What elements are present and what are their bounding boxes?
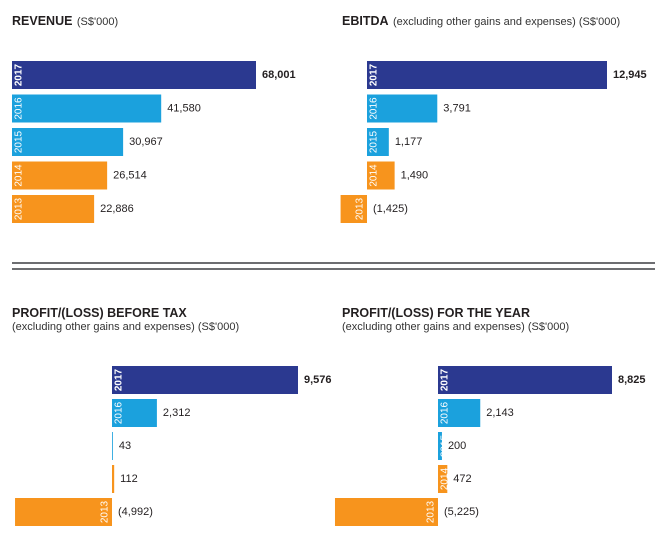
year-label: 2014 <box>14 164 25 187</box>
year-label: 2016 <box>114 401 125 424</box>
value-label: 200 <box>448 440 466 452</box>
year-label: 2015 <box>114 434 125 457</box>
bar-2015 <box>12 128 124 156</box>
value-label: 8,825 <box>618 374 646 386</box>
bar-2017 <box>367 61 607 89</box>
year-label: 2015 <box>440 434 451 457</box>
ebitda-plot: 2017 12,945 2016 3,791 2015 1,177 2014 1,490 201… <box>340 61 647 223</box>
revenue-plot: 2017 68,001 2016 41,580 2015 30,967 2014 26,514… <box>12 61 296 223</box>
bar-2013 <box>15 498 112 526</box>
section-divider <box>12 262 655 264</box>
ebitda-chart: EBITDA (excluding other gains and expens… <box>340 8 670 228</box>
bar-2014 <box>438 465 448 493</box>
value-label: 9,576 <box>304 374 332 386</box>
year-label: 2013 <box>426 500 437 523</box>
value-label: 68,001 <box>262 69 296 81</box>
chart-title: EBITDA (excluding other gains and expens… <box>342 14 621 28</box>
value-label: 22,886 <box>100 203 134 215</box>
bar-2014 <box>367 161 395 190</box>
year-label: 2014 <box>440 467 451 490</box>
year-label: 2013 <box>14 197 25 220</box>
value-label: 26,514 <box>113 170 147 182</box>
section-divider <box>12 268 655 270</box>
profit-before-tax-chart: PROFIT/(LOSS) BEFORE TAX (excluding othe… <box>12 302 347 542</box>
bar-2015 <box>367 128 389 156</box>
bar-2014 <box>12 161 108 190</box>
chart-subtitle: (excluding other gains and expenses) (S$… <box>12 321 240 333</box>
year-label: 2017 <box>114 368 125 391</box>
value-label: 1,490 <box>401 170 429 182</box>
value-label: 1,177 <box>395 136 423 148</box>
year-label: 2017 <box>440 368 451 391</box>
year-label: 2014 <box>114 467 125 490</box>
year-label: 2017 <box>14 63 25 86</box>
value-label: (1,425) <box>373 203 408 215</box>
value-label: 472 <box>453 473 471 485</box>
year-label: 2017 <box>369 63 380 86</box>
bar-2013 <box>334 498 438 526</box>
value-label: 43 <box>119 440 131 452</box>
chart-subtitle: (excluding other gains and expenses) (S$… <box>342 321 570 333</box>
revenue-chart: REVENUE (S$'000) 2017 68,001 2016 41,580 201… <box>12 8 347 228</box>
year-label: 2016 <box>440 401 451 424</box>
value-label: 12,945 <box>613 69 647 81</box>
bar-2017 <box>438 366 612 394</box>
value-label: (5,225) <box>444 506 479 518</box>
value-label: 41,580 <box>167 103 201 115</box>
value-label: (4,992) <box>118 506 153 518</box>
bar-2017 <box>12 61 256 89</box>
bar-2013 <box>12 195 95 223</box>
value-label: 2,143 <box>486 407 514 419</box>
chart-title: PROFIT/(LOSS) FOR THE YEAR <box>342 306 530 320</box>
year-label: 2013 <box>100 500 111 523</box>
bar-2016 <box>438 399 481 427</box>
bar-2016 <box>367 94 438 123</box>
bar-2016 <box>112 399 157 427</box>
bar-2017 <box>112 366 298 394</box>
bar-2014 <box>112 465 115 493</box>
profit-for-year-chart: PROFIT/(LOSS) FOR THE YEAR (excluding ot… <box>334 302 670 542</box>
year-label: 2016 <box>369 97 380 120</box>
value-label: 112 <box>120 473 138 485</box>
bar-2013 <box>340 195 367 223</box>
bar-2015 <box>112 432 113 460</box>
year-label: 2014 <box>369 164 380 187</box>
chart-title: REVENUE (S$'000) <box>12 14 119 28</box>
year-label: 2015 <box>369 130 380 153</box>
bar-2016 <box>12 94 162 123</box>
bar-2015 <box>438 432 442 460</box>
year-label: 2015 <box>14 130 25 153</box>
chart-title: PROFIT/(LOSS) BEFORE TAX <box>12 306 187 320</box>
value-label: 2,312 <box>163 407 191 419</box>
value-label: 30,967 <box>129 136 163 148</box>
value-label: 3,791 <box>443 103 471 115</box>
year-label: 2013 <box>355 197 366 220</box>
year-label: 2016 <box>14 97 25 120</box>
